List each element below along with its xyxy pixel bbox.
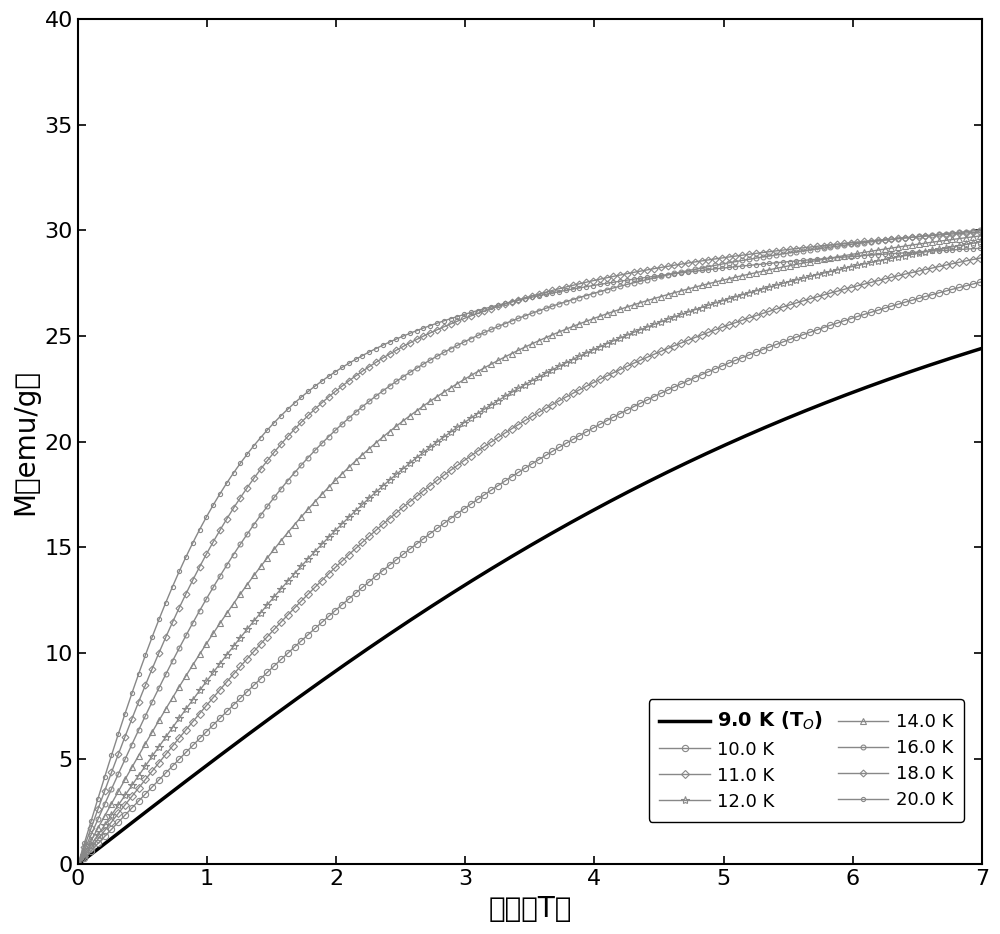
10.0 K	[408, 541, 420, 552]
16.0 K	[408, 364, 420, 375]
11.0 K	[408, 493, 420, 504]
14.0 K	[976, 230, 988, 241]
14.0 K	[615, 304, 627, 315]
12.0 K	[816, 268, 828, 279]
10.0 K	[816, 322, 828, 333]
14.0 K	[92, 823, 104, 834]
20.0 K	[72, 859, 84, 870]
18.0 K	[152, 649, 164, 660]
Line: 9.0 K (T$_O$): 9.0 K (T$_O$)	[78, 348, 982, 865]
12.0 K	[615, 332, 627, 343]
20.0 K	[976, 243, 988, 254]
12.0 K	[120, 787, 132, 799]
9.0 K (T$_O$)	[120, 821, 132, 832]
20.0 K	[120, 704, 132, 715]
Legend: 9.0 K (T$_O$), 10.0 K, 11.0 K, 12.0 K, 14.0 K, 16.0 K, 18.0 K, 20.0 K: 9.0 K (T$_O$), 10.0 K, 11.0 K, 12.0 K, 1…	[649, 700, 964, 822]
Line: 12.0 K: 12.0 K	[74, 237, 986, 869]
10.0 K	[152, 775, 164, 786]
14.0 K	[120, 771, 132, 783]
11.0 K	[615, 363, 627, 375]
Line: 11.0 K: 11.0 K	[75, 255, 985, 868]
9.0 K (T$_O$)	[976, 343, 988, 354]
9.0 K (T$_O$)	[72, 859, 84, 870]
9.0 K (T$_O$)	[92, 843, 104, 855]
X-axis label: 磁场（T）: 磁场（T）	[488, 895, 572, 923]
16.0 K	[152, 684, 164, 695]
20.0 K	[408, 326, 420, 337]
9.0 K (T$_O$)	[152, 797, 164, 808]
11.0 K	[152, 758, 164, 770]
14.0 K	[72, 859, 84, 870]
9.0 K (T$_O$)	[408, 613, 420, 624]
11.0 K	[72, 859, 84, 870]
20.0 K	[152, 616, 164, 628]
16.0 K	[92, 814, 104, 825]
16.0 K	[615, 280, 627, 291]
18.0 K	[92, 803, 104, 814]
Line: 14.0 K: 14.0 K	[75, 233, 985, 868]
12.0 K	[72, 859, 84, 870]
9.0 K (T$_O$)	[615, 490, 627, 502]
18.0 K	[408, 335, 420, 347]
14.0 K	[408, 407, 420, 418]
16.0 K	[120, 751, 132, 762]
12.0 K	[152, 743, 164, 754]
Line: 16.0 K: 16.0 K	[75, 228, 984, 867]
16.0 K	[72, 859, 84, 870]
18.0 K	[976, 226, 988, 237]
16.0 K	[816, 243, 828, 254]
Line: 18.0 K: 18.0 K	[75, 230, 984, 867]
Y-axis label: M（emu/g）: M（emu/g）	[11, 369, 39, 515]
14.0 K	[152, 716, 164, 728]
Line: 20.0 K: 20.0 K	[76, 247, 984, 867]
18.0 K	[615, 269, 627, 280]
18.0 K	[120, 728, 132, 739]
20.0 K	[816, 253, 828, 264]
10.0 K	[92, 838, 104, 849]
16.0 K	[976, 224, 988, 235]
14.0 K	[816, 254, 828, 265]
12.0 K	[92, 829, 104, 841]
11.0 K	[976, 252, 988, 263]
11.0 K	[120, 798, 132, 809]
10.0 K	[120, 808, 132, 819]
Line: 10.0 K: 10.0 K	[75, 278, 985, 868]
18.0 K	[816, 240, 828, 251]
12.0 K	[976, 236, 988, 248]
10.0 K	[615, 407, 627, 418]
9.0 K (T$_O$)	[816, 399, 828, 410]
18.0 K	[72, 859, 84, 870]
12.0 K	[408, 455, 420, 466]
20.0 K	[92, 793, 104, 804]
11.0 K	[92, 833, 104, 844]
10.0 K	[976, 276, 988, 288]
20.0 K	[615, 276, 627, 287]
11.0 K	[816, 290, 828, 301]
10.0 K	[72, 859, 84, 870]
